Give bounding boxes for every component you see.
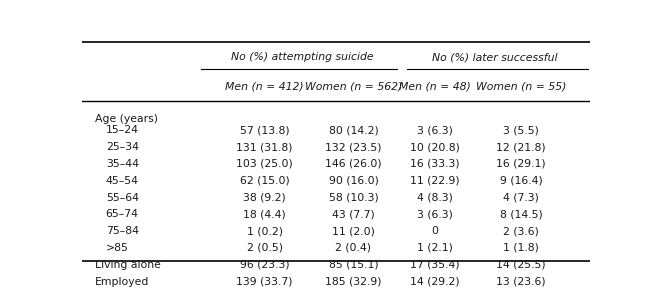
Text: 16 (29.1): 16 (29.1) (496, 159, 546, 169)
Text: 139 (33.7): 139 (33.7) (236, 277, 293, 286)
Text: 38 (9.2): 38 (9.2) (243, 193, 286, 202)
Text: Living alone: Living alone (94, 260, 160, 270)
Text: 18 (4.4): 18 (4.4) (243, 209, 286, 219)
Text: 4 (8.3): 4 (8.3) (417, 193, 453, 202)
Text: 3 (5.5): 3 (5.5) (503, 125, 539, 135)
Text: 11 (22.9): 11 (22.9) (410, 176, 460, 186)
Text: 3 (6.3): 3 (6.3) (417, 209, 453, 219)
Text: 45–54: 45–54 (105, 176, 139, 186)
Text: 58 (10.3): 58 (10.3) (329, 193, 379, 202)
Text: 146 (26.0): 146 (26.0) (325, 159, 382, 169)
Text: 1 (2.1): 1 (2.1) (417, 243, 453, 253)
Text: 103 (25.0): 103 (25.0) (236, 159, 293, 169)
Text: 1 (1.8): 1 (1.8) (503, 243, 539, 253)
Text: Men (n = 48): Men (n = 48) (399, 82, 470, 91)
Text: 2 (3.6): 2 (3.6) (503, 226, 539, 236)
Text: 62 (15.0): 62 (15.0) (240, 176, 290, 186)
Text: 9 (16.4): 9 (16.4) (500, 176, 542, 186)
Text: 35–44: 35–44 (105, 159, 139, 169)
Text: No (%) attempting suicide: No (%) attempting suicide (231, 52, 374, 62)
Text: 57 (13.8): 57 (13.8) (240, 125, 290, 135)
Text: 55–64: 55–64 (105, 193, 139, 202)
Text: 13 (23.6): 13 (23.6) (496, 277, 546, 286)
Text: 25–34: 25–34 (105, 142, 139, 152)
Text: Age (years): Age (years) (94, 114, 158, 124)
Text: Women (n = 562): Women (n = 562) (305, 82, 402, 91)
Text: 16 (33.3): 16 (33.3) (410, 159, 460, 169)
Text: 15–24: 15–24 (105, 125, 139, 135)
Text: 2 (0.5): 2 (0.5) (247, 243, 282, 253)
Text: 90 (16.0): 90 (16.0) (329, 176, 379, 186)
Text: No (%) later successful: No (%) later successful (432, 52, 558, 62)
Text: 8 (14.5): 8 (14.5) (500, 209, 542, 219)
Text: 65–74: 65–74 (105, 209, 139, 219)
Text: 96 (23.3): 96 (23.3) (240, 260, 290, 270)
Text: 12 (21.8): 12 (21.8) (496, 142, 546, 152)
Text: 17 (35.4): 17 (35.4) (410, 260, 460, 270)
Text: >85: >85 (105, 243, 128, 253)
Text: 10 (20.8): 10 (20.8) (410, 142, 460, 152)
Text: 185 (32.9): 185 (32.9) (325, 277, 382, 286)
Text: 132 (23.5): 132 (23.5) (325, 142, 382, 152)
Text: 80 (14.2): 80 (14.2) (329, 125, 379, 135)
Text: 85 (15.1): 85 (15.1) (329, 260, 379, 270)
Text: Women (n = 55): Women (n = 55) (476, 82, 566, 91)
Text: 0: 0 (431, 226, 438, 236)
Text: Employed: Employed (94, 277, 149, 286)
Text: 131 (31.8): 131 (31.8) (236, 142, 293, 152)
Text: 14 (25.5): 14 (25.5) (496, 260, 546, 270)
Text: 43 (7.7): 43 (7.7) (332, 209, 375, 219)
Text: Men (n = 412): Men (n = 412) (225, 82, 304, 91)
Text: 3 (6.3): 3 (6.3) (417, 125, 453, 135)
Text: 2 (0.4): 2 (0.4) (335, 243, 371, 253)
Text: 4 (7.3): 4 (7.3) (503, 193, 539, 202)
Text: 75–84: 75–84 (105, 226, 139, 236)
Text: 14 (29.2): 14 (29.2) (410, 277, 460, 286)
Text: 1 (0.2): 1 (0.2) (247, 226, 282, 236)
Text: 11 (2.0): 11 (2.0) (332, 226, 375, 236)
